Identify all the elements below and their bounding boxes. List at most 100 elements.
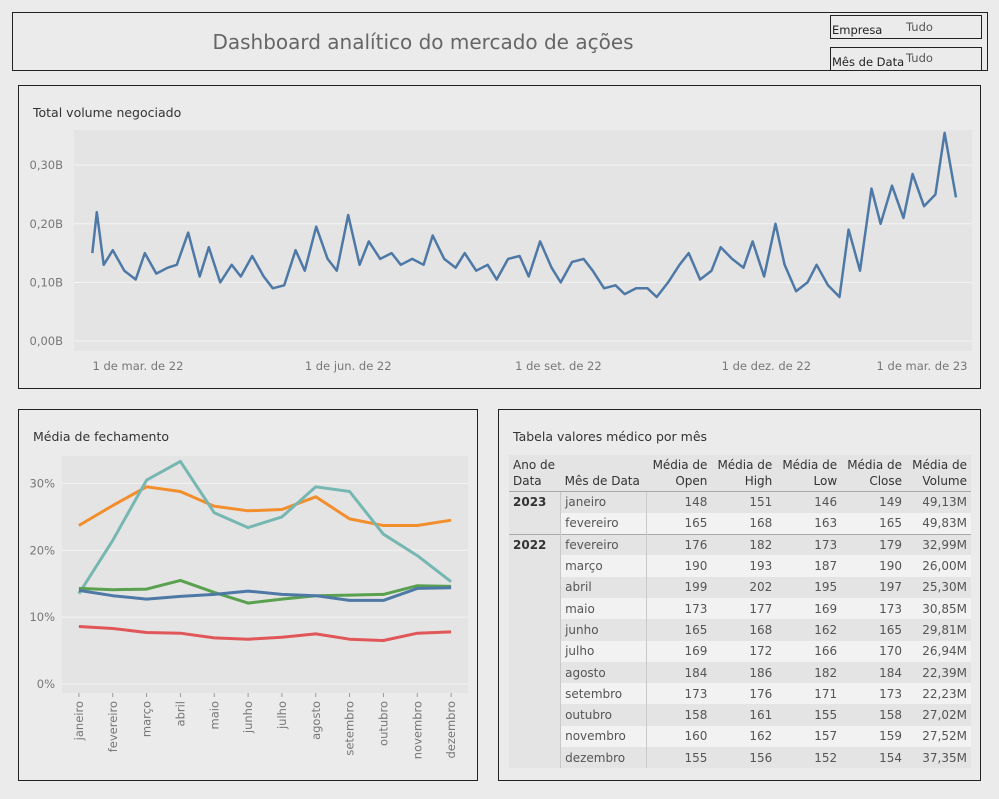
- closing-y-tick-label: 10%: [29, 610, 55, 624]
- closing-x-tick-label: setembro: [343, 701, 357, 756]
- volume-x-tick-label: 1 de mar. de 23: [877, 359, 968, 373]
- value-cell: 199: [646, 576, 712, 598]
- value-cell: 162: [776, 619, 842, 641]
- value-cell: 187: [776, 555, 842, 577]
- closing-chart-title: Média de fechamento: [33, 429, 169, 444]
- value-cell: 156: [711, 747, 777, 769]
- month-cell: outubro: [560, 704, 647, 726]
- value-cell: 168: [711, 512, 777, 535]
- value-cell: 170: [841, 640, 907, 662]
- table-row: fevereiro 165 168 163 165 49,83M: [509, 512, 971, 535]
- table-header-cell: Média de High: [711, 455, 777, 492]
- value-cell: 165: [646, 619, 712, 641]
- table-row: junho 165 168 162 165 29,81M: [509, 619, 971, 641]
- table-row: novembro 160 162 157 159 27,52M: [509, 725, 971, 748]
- table-row: agosto 184 186 182 184 22,39M: [509, 661, 971, 684]
- volume-x-tick-label: 1 de jun. de 22: [305, 359, 392, 373]
- value-cell: 157: [776, 725, 842, 748]
- value-cell: 152: [776, 747, 842, 769]
- table-row: outubro 158 161 155 158 27,02M: [509, 704, 971, 726]
- value-cell: 172: [711, 640, 777, 662]
- value-cell: 29,81M: [906, 619, 971, 641]
- value-cell: 179: [841, 533, 907, 556]
- value-cell: 197: [841, 576, 907, 598]
- value-cell: 161: [711, 704, 777, 726]
- table-header-cell: Média de Low: [776, 455, 842, 492]
- table-row: dezembro 155 156 152 154 37,35M: [509, 747, 971, 769]
- value-cell: 27,52M: [906, 725, 971, 748]
- table-row: 2022 fevereiro 176 182 173 179 32,99M: [509, 533, 971, 769]
- month-cell: julho: [560, 640, 647, 662]
- table-row: março 190 193 187 190 26,00M: [509, 555, 971, 577]
- closing-x-tick-label: maio: [207, 701, 221, 729]
- value-cell: 169: [646, 640, 712, 662]
- closing-y-tick-label: 30%: [29, 476, 55, 490]
- value-cell: 30,85M: [906, 597, 971, 620]
- value-cell: 190: [841, 555, 907, 577]
- closing-series-line: [78, 625, 452, 642]
- closing-x-tick-label: março: [140, 701, 154, 737]
- value-cell: 49,83M: [906, 512, 971, 535]
- page-title: Dashboard analítico do mercado de ações: [212, 30, 634, 54]
- volume-chart-title: Total volume negociado: [33, 105, 182, 120]
- value-cell: 173: [646, 597, 712, 620]
- closing-x-tick-label: julho: [275, 701, 289, 730]
- volume-y-tick-label: 0,20B: [30, 217, 64, 231]
- closing-x-tick-label: agosto: [309, 701, 323, 740]
- closing-line-chart: 0% 10% 20% 30% janeiro fevereiro março abril mai…: [29, 456, 468, 759]
- value-cell: 182: [711, 533, 777, 556]
- table-row: julho 169 172 166 170 26,94M: [509, 640, 971, 662]
- month-cell: fevereiro: [560, 512, 647, 535]
- closing-x-tick-label: novembro: [410, 701, 424, 759]
- value-cell: 149: [841, 490, 907, 513]
- mes-de-data-filter[interactable]: Mês de Data Tudo: [830, 47, 982, 71]
- closing-x-tick-label: abril: [173, 701, 187, 726]
- volume-x-tick-label: 1 de set. de 22: [515, 359, 602, 373]
- value-cell: 162: [711, 725, 777, 748]
- closing-series-line: [78, 578, 452, 605]
- table-header-row: Ano de Data Mês de Data Média de Open Média d…: [509, 455, 971, 492]
- value-cell: 166: [776, 640, 842, 662]
- value-cell: 177: [711, 597, 777, 620]
- month-cell: agosto: [560, 661, 647, 684]
- month-cell: janeiro: [560, 490, 647, 513]
- value-cell: 168: [711, 619, 777, 641]
- value-cell: 155: [646, 747, 712, 769]
- value-cell: 184: [646, 661, 712, 684]
- table-header-cell: Média de Close: [841, 455, 907, 492]
- month-cell: dezembro: [560, 747, 647, 769]
- mes-de-data-filter-label: Mês de Data: [832, 55, 905, 69]
- value-cell: 158: [841, 704, 907, 726]
- value-cell: 190: [646, 555, 712, 577]
- closing-chart-panel: Média de fechamento 0% 10% 20% 30% janeiro fe…: [18, 409, 478, 781]
- volume-y-tick-label: 0,10B: [30, 275, 64, 289]
- empresa-filter[interactable]: Empresa Tudo: [830, 15, 982, 39]
- value-cell: 202: [711, 576, 777, 598]
- value-cell: 165: [841, 512, 907, 535]
- table-row: maio 173 177 169 173 30,85M: [509, 597, 971, 620]
- closing-series-line: [77, 459, 453, 595]
- value-cell: 32,99M: [906, 533, 971, 556]
- closing-x-tick-label: outubro: [376, 701, 390, 746]
- value-cell: 176: [711, 683, 777, 705]
- value-cell: 163: [776, 512, 842, 535]
- monthly-table-title: Tabela valores médico por mês: [513, 429, 708, 444]
- value-cell: 27,02M: [906, 704, 971, 726]
- month-cell: abril: [560, 576, 647, 598]
- value-cell: 195: [776, 576, 842, 598]
- closing-x-tick-label: junho: [241, 701, 255, 734]
- value-cell: 165: [841, 619, 907, 641]
- value-cell: 146: [776, 490, 842, 513]
- value-cell: 173: [841, 597, 907, 620]
- month-cell: fevereiro: [560, 533, 647, 556]
- mes-de-data-filter-value[interactable]: Tudo: [906, 51, 933, 65]
- value-cell: 26,00M: [906, 555, 971, 577]
- value-cell: 22,39M: [906, 661, 971, 684]
- value-cell: 169: [776, 597, 842, 620]
- table-header-cell: Mês de Data: [560, 455, 647, 492]
- volume-y-tick-label: 0,30B: [30, 158, 64, 172]
- value-cell: 154: [841, 747, 907, 769]
- month-cell: maio: [560, 597, 647, 620]
- month-cell: junho: [560, 619, 647, 641]
- empresa-filter-value[interactable]: Tudo: [906, 20, 933, 34]
